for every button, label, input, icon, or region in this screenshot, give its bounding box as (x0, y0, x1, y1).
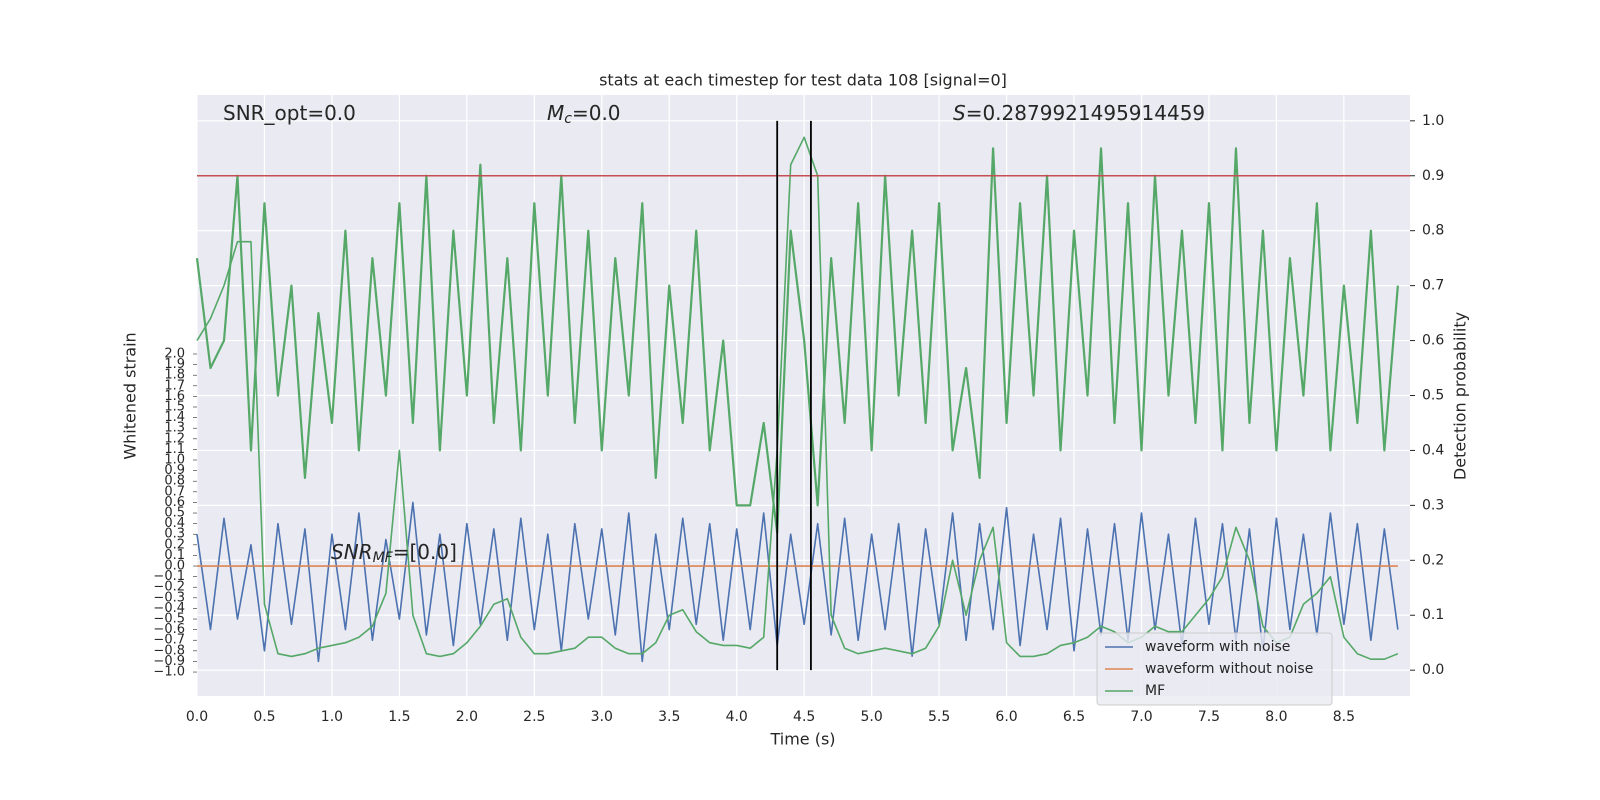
annotation-subscript: MF (373, 550, 394, 566)
y-tick-label: 0.5 (164, 506, 185, 521)
x-tick-label: 5.0 (861, 709, 883, 725)
y-tick-label: 0.0 (164, 559, 185, 574)
y-tick-label: 1.8 (164, 368, 185, 383)
x-tick-label: 6.0 (995, 709, 1017, 725)
annotation: SNRMF=[0.0] (331, 540, 457, 567)
annotation-symbol: SNR (331, 540, 373, 564)
y-tick-label: −0.7 (153, 633, 185, 648)
y2-tick-label: 0.4 (1422, 442, 1444, 458)
y2-tick-label: 0.3 (1422, 497, 1444, 513)
legend-label: waveform with noise (1145, 639, 1290, 655)
y-tick-label: 0.1 (164, 548, 185, 563)
y-tick-label: −0.5 (153, 612, 185, 627)
x-tick-label: 0.0 (186, 709, 208, 725)
y2-tick-label: 0.0 (1422, 662, 1444, 678)
x-tick-label: 6.5 (1063, 709, 1085, 725)
y-tick-label: 1.2 (164, 431, 185, 446)
y-tick-label: 0.2 (164, 537, 185, 552)
y-tick-label: 1.0 (164, 453, 185, 468)
y-tick-label: −0.1 (153, 569, 185, 584)
y2-tick-label: 0.6 (1422, 333, 1444, 349)
x-tick-label: 8.5 (1333, 709, 1355, 725)
x-tick-label: 8.0 (1265, 709, 1287, 725)
y-axis-label: Whitened strain (121, 332, 140, 459)
x-tick-label: 0.5 (253, 709, 275, 725)
y-tick-label: 1.5 (164, 400, 185, 415)
x-tick-label: 1.0 (321, 709, 343, 725)
y-tick-label: 2.0 (164, 346, 185, 361)
x-tick-label: 3.5 (658, 709, 680, 725)
y2-tick-label: 0.8 (1422, 223, 1444, 239)
y-tick-label: 0.7 (164, 484, 185, 499)
series-line (196, 501, 1399, 663)
y2-tick-label: 0.1 (1422, 607, 1444, 623)
x-tick-label: 4.5 (793, 709, 815, 725)
y-tick-label: 1.4 (164, 410, 185, 425)
y-tick-label: 0.8 (164, 474, 185, 489)
y-tick-label: 0.3 (164, 527, 185, 542)
x-tick-label: 7.0 (1130, 709, 1152, 725)
x-tick-label: 1.5 (388, 709, 410, 725)
y-tick-label: 0.9 (164, 463, 185, 478)
annotation: SNR_opt=0.0 (223, 101, 356, 125)
chart-title: stats at each timestep for test data 108… (599, 71, 1007, 90)
x-axis-label: Time (s) (769, 730, 835, 749)
x-tick-label: 2.0 (456, 709, 478, 725)
x-tick-label: 7.5 (1198, 709, 1220, 725)
y-tick-label: 1.7 (164, 378, 185, 393)
y2-tick-label: 0.5 (1422, 388, 1444, 404)
y-tick-label: 0.6 (164, 495, 185, 510)
detection-line (195, 147, 1399, 534)
y-tick-label: 1.1 (164, 442, 185, 457)
x-tick-label: 3.0 (591, 709, 613, 725)
y2-tick-label: 0.2 (1422, 552, 1444, 568)
y-tick-label: 1.9 (164, 357, 185, 372)
y-tick-label: −0.6 (153, 622, 185, 637)
legend-label: MF (1145, 683, 1165, 699)
y-tick-label: −0.9 (153, 654, 185, 669)
y2-tick-label: 0.9 (1422, 168, 1444, 184)
x-tick-label: 2.5 (523, 709, 545, 725)
annotation-value: =0.2879921495914459 (966, 101, 1205, 125)
y-tick-label: −0.3 (153, 590, 185, 605)
y-tick-label: −0.8 (153, 643, 185, 658)
y-tick-label: 0.4 (164, 516, 185, 531)
y-tick-label: −0.4 (153, 601, 185, 616)
annotation: Mc=0.0 (547, 101, 621, 128)
x-tick-label: 4.0 (726, 709, 748, 725)
annotation-text: SNR_opt=0.0 (223, 101, 356, 125)
annotation-symbol: M (547, 101, 564, 125)
annotation-value: =[0.0] (393, 540, 457, 564)
annotation-subscript: c (564, 111, 572, 127)
y-tick-label: 1.6 (164, 389, 185, 404)
y-tick-label: −1.0 (153, 665, 185, 680)
y-tick-label: −0.2 (153, 580, 185, 595)
y2-tick-label: 1.0 (1422, 113, 1444, 129)
annotation-value: =0.0 (572, 101, 621, 125)
y2-axis-label: Detection probability (1451, 312, 1470, 480)
y2-tick-label: 0.7 (1422, 278, 1444, 294)
y-tick-label: 1.3 (164, 421, 185, 436)
annotation-symbol: S (953, 101, 966, 125)
legend-label: waveform without noise (1145, 661, 1313, 677)
x-tick-label: 5.5 (928, 709, 950, 725)
annotation: S=0.2879921495914459 (953, 101, 1205, 125)
series-line (196, 136, 1399, 660)
legend-box (1096, 632, 1333, 706)
